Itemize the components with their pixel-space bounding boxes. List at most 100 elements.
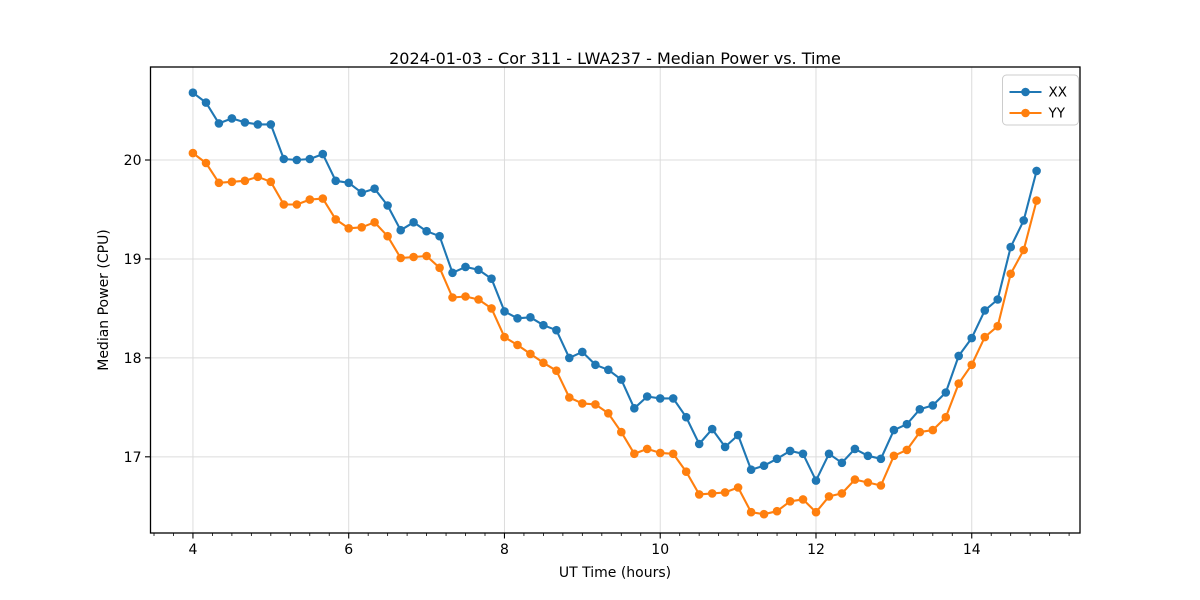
- data-point-xx: [604, 365, 613, 375]
- data-point-yy: [474, 295, 483, 304]
- data-point-yy: [318, 194, 328, 203]
- data-point-yy: [201, 158, 211, 168]
- data-point-yy: [552, 366, 561, 376]
- data-point-yy: [266, 177, 276, 187]
- data-point-yy: [980, 332, 990, 342]
- data-point-xx: [1032, 166, 1041, 176]
- data-point-xx: [642, 392, 652, 401]
- chart-title: 2024-01-03 - Cor 311 - LWA237 - Median P…: [389, 49, 841, 68]
- x-tick-label: 10: [651, 542, 669, 558]
- data-point-xx: [487, 274, 496, 284]
- data-point-yy: [720, 488, 730, 497]
- data-point-yy: [824, 492, 834, 501]
- data-point-xx: [591, 360, 600, 370]
- data-point-xx: [993, 295, 1002, 304]
- x-tick-label: 8: [500, 542, 509, 558]
- data-point-yy: [409, 252, 418, 262]
- data-point-yy: [305, 195, 315, 204]
- data-point-xx: [876, 454, 886, 464]
- data-point-xx: [266, 120, 276, 129]
- grid-lines: [150, 67, 1080, 533]
- data-point-yy: [915, 427, 925, 437]
- data-point-yy: [370, 218, 379, 227]
- data-point-xx: [383, 201, 392, 210]
- data-point-yy: [591, 400, 600, 409]
- data-point-yy: [487, 304, 496, 313]
- data-point-xx: [292, 155, 302, 165]
- data-point-yy: [668, 449, 678, 459]
- data-point-yy: [928, 425, 938, 435]
- data-point-xx: [811, 476, 821, 485]
- data-point-yy: [617, 427, 626, 437]
- data-point-xx: [746, 465, 756, 475]
- data-point-xx: [733, 430, 743, 440]
- data-point-xx: [915, 405, 925, 414]
- data-point-xx: [967, 333, 976, 343]
- data-point-xx: [824, 449, 834, 459]
- data-point-xx: [331, 176, 341, 186]
- data-point-xx: [435, 231, 444, 241]
- legend-marker-sample: [1021, 108, 1030, 118]
- data-point-xx: [305, 154, 315, 164]
- data-point-xx: [707, 424, 717, 434]
- data-point-yy: [694, 490, 704, 499]
- data-point-xx: [500, 307, 509, 316]
- data-point-xx: [668, 394, 678, 403]
- data-point-yy: [188, 148, 198, 158]
- legend-marker-sample: [1021, 87, 1030, 97]
- data-point-yy: [539, 358, 548, 368]
- data-point-xx: [902, 419, 912, 429]
- legend-label: YY: [1048, 106, 1066, 122]
- data-point-xx: [409, 218, 418, 227]
- x-tick-label: 12: [807, 542, 825, 558]
- data-point-yy: [1019, 245, 1028, 255]
- series-yy-line: [191, 152, 1038, 516]
- data-point-yy: [889, 451, 899, 461]
- data-point-yy: [954, 379, 963, 388]
- data-point-xx: [552, 325, 561, 335]
- data-point-yy: [681, 467, 691, 477]
- data-point-yy: [513, 340, 522, 350]
- data-point-yy: [655, 448, 665, 458]
- data-point-yy: [630, 449, 639, 459]
- data-point-yy: [811, 507, 821, 517]
- data-point-xx: [889, 425, 899, 435]
- data-point-yy: [707, 489, 717, 498]
- data-point-yy: [214, 178, 224, 188]
- legend: XX YY: [1002, 74, 1079, 126]
- data-point-yy: [837, 489, 847, 498]
- data-point-xx: [513, 314, 522, 323]
- data-point-xx: [539, 320, 548, 330]
- data-point-xx: [694, 439, 704, 449]
- data-point-yy: [902, 445, 912, 455]
- data-point-yy: [578, 399, 587, 408]
- data-point-xx: [720, 442, 730, 452]
- data-point-xx: [474, 265, 483, 275]
- x-axis-label: UT Time (hours): [559, 565, 671, 581]
- data-point-yy: [435, 263, 444, 273]
- data-point-yy: [785, 497, 795, 506]
- axes-border: [149, 66, 1081, 534]
- data-point-xx: [201, 98, 211, 107]
- data-point-yy: [850, 475, 860, 484]
- data-point-xx: [448, 268, 457, 278]
- data-point-yy: [604, 409, 613, 418]
- tick-labels: 4 6 8 10 12 14 17 18 19 20: [124, 153, 981, 558]
- data-point-yy: [448, 293, 457, 302]
- data-point-xx: [837, 458, 847, 468]
- data-point-xx: [227, 114, 237, 123]
- data-point-xx: [214, 119, 224, 128]
- series-xx: [188, 88, 1041, 485]
- y-tick-label: 20: [124, 153, 142, 169]
- axes-frame: [149, 66, 1081, 534]
- data-point-yy: [746, 507, 756, 517]
- data-point-yy: [357, 223, 367, 232]
- data-point-yy: [279, 200, 289, 209]
- data-point-xx: [655, 394, 665, 403]
- data-point-xx: [357, 188, 367, 197]
- data-point-yy: [876, 481, 886, 490]
- data-point-xx: [798, 449, 808, 459]
- data-point-xx: [681, 412, 691, 422]
